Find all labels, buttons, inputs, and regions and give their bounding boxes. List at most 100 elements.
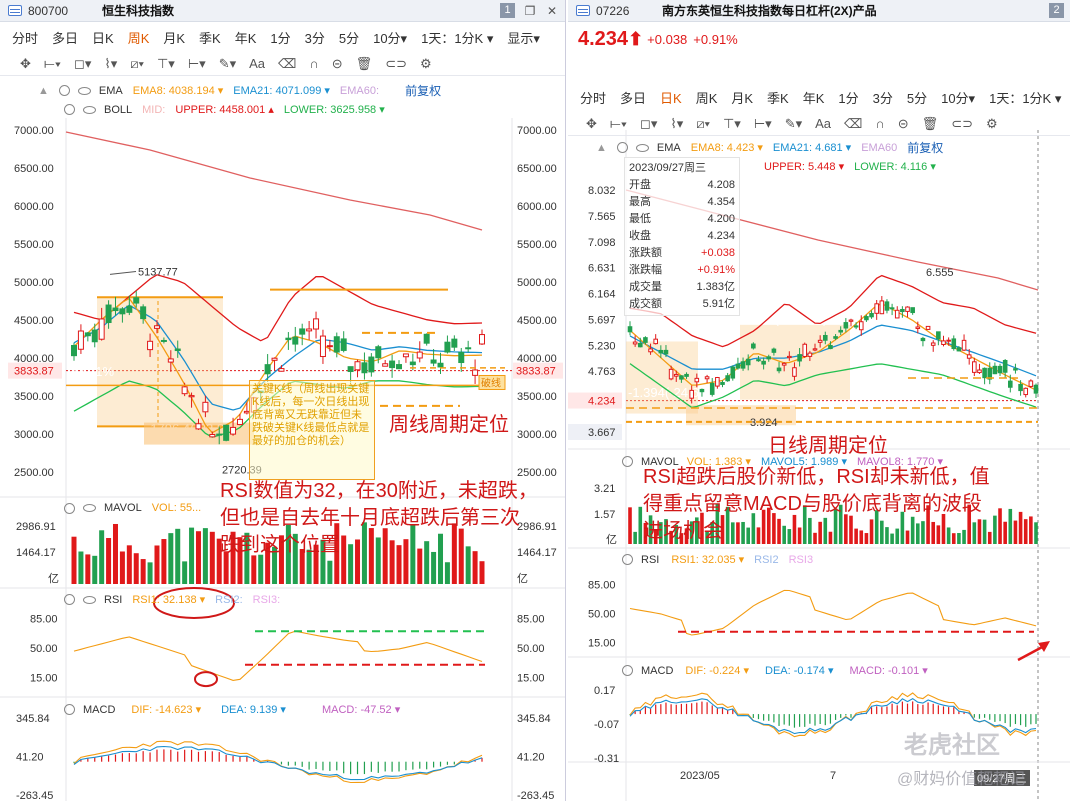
lock-icon[interactable]: ⊝: [331, 55, 343, 71]
wave-icon[interactable]: ⌇▾: [670, 115, 684, 131]
period-tab[interactable]: 1分: [838, 90, 859, 106]
collapse-icon[interactable]: ▲: [38, 84, 49, 97]
candle-body: [848, 319, 854, 322]
eraser-icon[interactable]: ⌫: [844, 115, 863, 131]
visibility-icon[interactable]: [635, 143, 649, 152]
period-tab[interactable]: 月K: [163, 30, 186, 46]
line-icon[interactable]: ⟝▾: [609, 115, 628, 131]
period-tab[interactable]: 3分: [872, 90, 893, 106]
settings-icon[interactable]: ⚙: [419, 55, 432, 71]
adjust-selector[interactable]: 前复权: [907, 141, 944, 155]
pen-icon[interactable]: ✎▾: [218, 55, 237, 71]
settings-icon[interactable]: ⚙: [985, 115, 998, 131]
pen-icon[interactable]: ✎▾: [784, 115, 803, 131]
candle-body: [361, 362, 368, 374]
magnet-icon[interactable]: ∩: [309, 56, 319, 71]
period-tab[interactable]: 日K: [660, 90, 682, 106]
vol-legend: MAVOL VOL: 55...: [64, 502, 211, 514]
delete-icon[interactable]: 🗑: [355, 55, 373, 71]
period-tab[interactable]: 1分: [270, 30, 291, 46]
move-icon[interactable]: ✥: [586, 115, 597, 131]
collapse-icon[interactable]: ▲: [596, 141, 607, 154]
settings-icon[interactable]: [616, 142, 628, 153]
volume-bar: [833, 508, 838, 544]
window-number[interactable]: 2: [1049, 3, 1064, 18]
settings-icon[interactable]: [622, 456, 633, 467]
period-tab[interactable]: 多日: [52, 30, 79, 46]
magnet-icon[interactable]: ∩: [875, 116, 885, 131]
period-tab[interactable]: 多日: [620, 90, 647, 106]
window-number[interactable]: 1: [500, 3, 515, 18]
settings-icon[interactable]: [58, 85, 70, 96]
eraser-icon[interactable]: ⌫: [278, 55, 297, 71]
rect-icon[interactable]: ◻▾: [640, 115, 658, 131]
volume-bar: [808, 517, 812, 544]
channel-icon[interactable]: ⧄▾: [696, 115, 710, 131]
period-tab[interactable]: 10分▾: [373, 30, 408, 46]
settings-icon[interactable]: [64, 704, 75, 715]
visibility-icon[interactable]: [83, 504, 96, 512]
text-icon[interactable]: Aa: [249, 56, 266, 71]
move-icon[interactable]: ✥: [20, 55, 31, 71]
period-tab[interactable]: 周K: [127, 30, 150, 46]
link-icon[interactable]: ⊂⊃: [385, 55, 407, 71]
settings-icon[interactable]: [622, 554, 633, 565]
period-tab[interactable]: 季K: [199, 30, 221, 46]
high-label: 5137.77: [138, 267, 178, 279]
measure-icon[interactable]: ⊢▾: [187, 55, 206, 71]
period-tab[interactable]: 5分: [338, 30, 360, 46]
period-tab[interactable]: 3分: [304, 30, 325, 46]
annotation-weekly: 周线周期定位: [389, 414, 509, 436]
volume-bar: [133, 553, 139, 584]
right-chart-canvas[interactable]: 8.032 7.565 7.098 6.631 6.164 5.697 5.230 4.763…: [568, 0, 1070, 801]
settings-icon[interactable]: [64, 104, 75, 115]
link-icon[interactable]: ⊂⊃: [951, 115, 973, 131]
annotation-rsi-right: RSI超跌后股价新低，RSI却未新低，值 得重点留意MACD与股价底背离的波段 …: [643, 464, 990, 545]
channel-icon[interactable]: ⧄▾: [130, 55, 144, 71]
settings-icon[interactable]: [622, 665, 633, 676]
close-icon[interactable]: ✕: [546, 3, 558, 18]
restore-icon[interactable]: ❐: [524, 3, 536, 18]
candle-body: [1028, 380, 1034, 387]
period-tab[interactable]: 10分▾: [941, 90, 976, 106]
volume-bar: [849, 515, 853, 544]
measure-icon[interactable]: ⊢▾: [753, 115, 772, 131]
candle-body: [637, 342, 643, 348]
period-tab[interactable]: 周K: [695, 90, 718, 106]
period-tab[interactable]: 分时: [580, 90, 607, 106]
adjust-selector[interactable]: 前复权: [405, 84, 442, 98]
period-tab[interactable]: 年K: [802, 90, 825, 106]
left-chart-canvas[interactable]: 7000.00 7000.00 6500.00 6500.00 6000.00 6000.…: [0, 0, 566, 801]
wave-icon[interactable]: ⌇▾: [104, 55, 118, 71]
price-tick: 2500.00: [517, 467, 557, 479]
period-tab[interactable]: 1天：1分K ▾: [989, 90, 1062, 106]
period-tab[interactable]: 5分: [906, 90, 928, 106]
visibility-icon[interactable]: [77, 86, 91, 95]
volume-bar: [1034, 522, 1038, 544]
period-tab[interactable]: 年K: [234, 30, 257, 46]
period-tab[interactable]: 季K: [767, 90, 789, 106]
volume-bar: [628, 507, 632, 544]
visibility-icon[interactable]: [83, 595, 96, 604]
period-tab[interactable]: 显示▾: [507, 30, 540, 46]
rsi-label: RSI: [104, 593, 123, 606]
rect-icon[interactable]: ◻▾: [74, 55, 92, 71]
candle-body: [720, 382, 725, 385]
line-icon[interactable]: ⟝▾: [43, 55, 62, 71]
candle-body: [843, 322, 849, 329]
info-key: 最低: [629, 213, 651, 225]
fib-icon[interactable]: ⊤▾: [156, 55, 175, 71]
settings-icon[interactable]: [64, 594, 75, 605]
visibility-icon[interactable]: [83, 105, 96, 114]
period-tab[interactable]: 日K: [92, 30, 114, 46]
delete-icon[interactable]: 🗑: [921, 115, 939, 131]
lock-icon[interactable]: ⊝: [897, 115, 909, 131]
period-tab[interactable]: 分时: [12, 30, 39, 46]
text-icon[interactable]: Aa: [815, 116, 832, 131]
volume-bar: [258, 554, 264, 584]
fib-icon[interactable]: ⊤▾: [722, 115, 741, 131]
settings-icon[interactable]: [64, 502, 75, 514]
period-tab[interactable]: 1天：1分K ▾: [421, 30, 494, 46]
period-tab[interactable]: 月K: [731, 90, 754, 106]
